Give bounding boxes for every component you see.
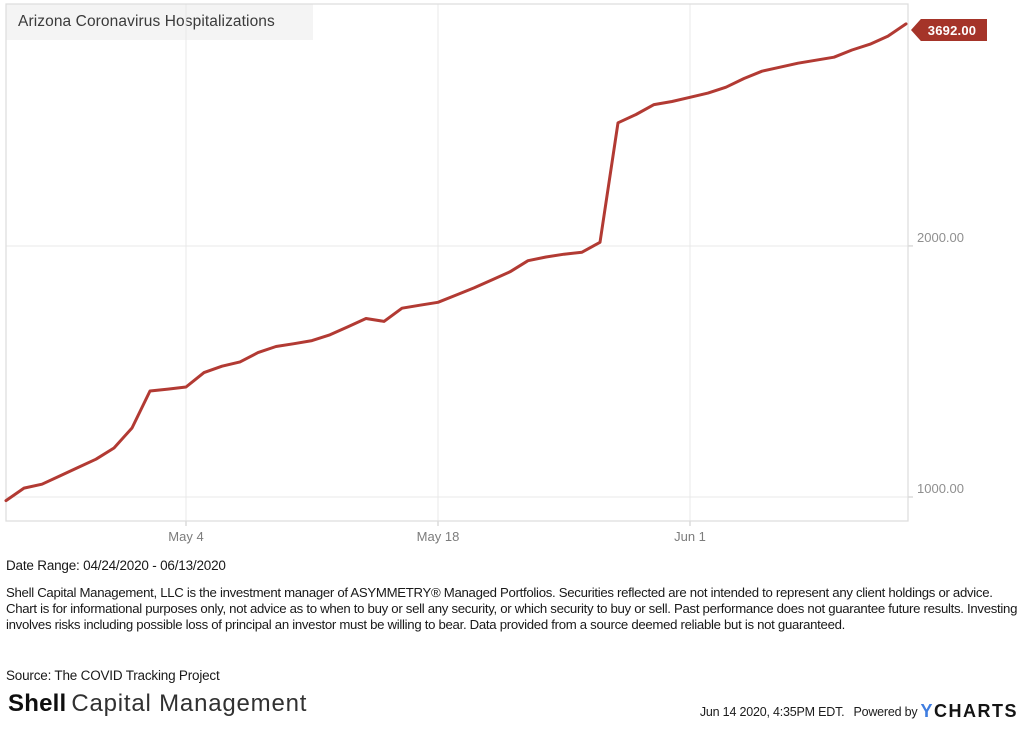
logo-shell-text: Shell [8, 690, 67, 717]
last-value-badge: 3692.00 [911, 19, 987, 41]
source-text: Source: The COVID Tracking Project [6, 668, 220, 683]
hospitalizations-line-chart [4, 3, 913, 526]
export-timestamp: Jun 14 2020, 4:35PM EDT. [699, 704, 845, 719]
y-axis-tick-label-2000: 2000.00 [917, 229, 964, 245]
ycharts-logo-charts: CHARTS [934, 701, 1018, 721]
chart-area: Arizona Coronavirus Hospitalizations 369… [4, 3, 987, 544]
ycharts-logo: YCHARTS [920, 701, 1018, 722]
powered-by-text: Powered by [853, 704, 918, 719]
last-value-label: 3692.00 [927, 22, 977, 38]
shell-capital-logo: Shell Capital Management [8, 690, 307, 718]
y-axis-tick-label-1000: 1000.00 [917, 481, 964, 496]
timestamp-row: Jun 14 2020, 4:35PM EDT. Powered by YCHA… [700, 701, 1018, 722]
disclaimer-text: Shell Capital Management, LLC is the inv… [6, 585, 1018, 633]
logo-capital-management-text: Capital Management [71, 690, 308, 717]
x-axis-tick-label-may4: May 4 [168, 529, 204, 544]
x-axis-tick-label-jun1: Jun 1 [674, 529, 706, 544]
date-range-text: Date Range: 04/24/2020 - 06/13/2020 [6, 558, 226, 573]
plot-border [5, 3, 909, 522]
hospitalizations-line [4, 22, 908, 503]
chart-title-box: Arizona Coronavirus Hospitalizations [6, 4, 313, 40]
ycharts-logo-y: Y [920, 701, 934, 721]
x-axis-tick-label-may18: May 18 [416, 529, 460, 544]
chart-title: Arizona Coronavirus Hospitalizations [18, 13, 275, 30]
